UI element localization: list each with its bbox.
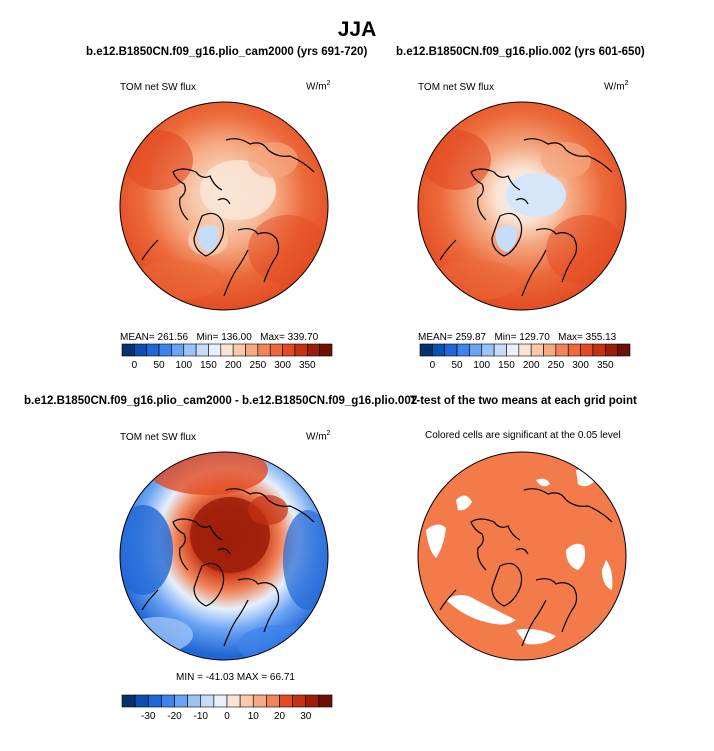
colorbar-swatch <box>444 343 458 357</box>
colorbar-tick-label: 250 <box>548 360 565 371</box>
stats-top-right: MEAN= 259.87 Min= 129.70 Max= 355.13 <box>418 332 617 343</box>
colorbar-tick-label: 50 <box>451 360 463 371</box>
colorbar-swatch <box>171 343 185 357</box>
colorbar-tick-label: 100 <box>473 360 490 371</box>
colorbar-tick-label: 0 <box>224 711 230 722</box>
colorbar-swatch <box>469 343 483 357</box>
variable-label-top-left: TOM net SW flux <box>120 82 196 93</box>
colorbar-swatch <box>319 343 333 357</box>
colorbar-swatch <box>592 343 606 357</box>
stats-bottom-left: MIN = -41.03 MAX = 66.71 <box>176 672 295 683</box>
colorbar-swatch <box>432 343 446 357</box>
colorbar-swatch <box>506 343 520 357</box>
colorbar-swatch <box>121 343 135 357</box>
units-label-top-right: W/m2 <box>604 80 629 93</box>
colorbar-swatch <box>530 343 544 357</box>
colorbar-swatch <box>245 343 259 357</box>
colorbar-swatch <box>239 694 254 708</box>
colorbar-swatch <box>187 694 202 708</box>
units-label-bottom-left: W/m2 <box>306 430 331 443</box>
colorbar-tick-label: 200 <box>225 360 242 371</box>
colorbar-swatch <box>306 343 320 357</box>
page-title: JJA <box>337 18 377 41</box>
variable-label-top-right: TOM net SW flux <box>418 82 494 93</box>
colorbar-swatch <box>161 694 175 708</box>
colorbar-swatch <box>604 343 618 357</box>
polar-map-top-right <box>417 101 627 311</box>
colorbar-swatch <box>200 694 215 708</box>
colorbar-tick-label: 250 <box>250 360 267 371</box>
units-label-top-left: W/m2 <box>306 80 331 93</box>
panel-title-top-left: b.e12.B1850CN.f09_g16.plio_cam2000 (yrs … <box>86 46 368 58</box>
colorbar-swatch <box>266 694 280 708</box>
colorbar-tick-label: 10 <box>248 711 260 722</box>
colorbar-swatch <box>226 694 241 708</box>
colorbar-swatch <box>257 343 271 357</box>
colorbar-tick-label: -20 <box>167 711 182 722</box>
colorbar-tick-label: 200 <box>523 360 540 371</box>
colorbar-swatch <box>121 694 136 708</box>
colorbar-swatch <box>456 343 470 357</box>
colorbar-swatch <box>146 343 160 357</box>
colorbar-swatch <box>419 343 433 357</box>
colorbar-swatch <box>617 343 631 357</box>
colorbar-swatch <box>232 343 246 357</box>
subtitle-bottom-right: Colored cells are significant at the 0.0… <box>425 430 621 441</box>
colorbar-top-left: 0 50 100 150 200 250 300 350 <box>121 343 333 371</box>
colorbar-tick-label: 100 <box>175 360 192 371</box>
colorbar-swatch <box>269 343 283 357</box>
panel-title-top-right: b.e12.B1850CN.f09_g16.plio.002 (yrs 601-… <box>396 46 645 58</box>
panel-title-bottom-left: b.e12.B1850CN.f09_g16.plio_cam2000 - b.e… <box>24 395 418 407</box>
colorbar-swatch <box>134 694 149 708</box>
colorbar-swatch <box>305 694 320 708</box>
colorbar-swatch <box>183 343 197 357</box>
colorbar-swatch <box>493 343 507 357</box>
colorbar-swatch <box>220 343 234 357</box>
stats-top-left: MEAN= 261.56 Min= 136.00 Max= 339.70 <box>120 332 319 343</box>
colorbar-swatch <box>279 694 293 708</box>
colorbar-swatch <box>292 694 307 708</box>
variable-label-bottom-left: TOM net SW flux <box>120 432 196 443</box>
colorbar-swatch <box>158 343 172 357</box>
colorbar-swatch <box>174 694 188 708</box>
colorbar-swatch <box>481 343 495 357</box>
colorbar-tick-label: 150 <box>200 360 217 371</box>
colorbar-swatch <box>213 694 228 708</box>
polar-map-bottom-left <box>119 451 329 661</box>
colorbar-swatch <box>147 694 162 708</box>
colorbar-swatch <box>294 343 308 357</box>
colorbar-swatch <box>252 694 267 708</box>
colorbar-swatch <box>543 343 557 357</box>
colorbar-tick-label: 20 <box>274 711 286 722</box>
colorbar-tick-label: 350 <box>299 360 316 371</box>
colorbar-tick-label: 150 <box>498 360 515 371</box>
colorbar-tick-label: 0 <box>132 360 138 371</box>
colorbar-swatch <box>208 343 222 357</box>
colorbar-swatch <box>318 694 333 708</box>
colorbar-bottom-left: -30 -20 -10 0 10 20 30 <box>121 694 333 722</box>
colorbar-swatch <box>195 343 209 357</box>
colorbar-top-right: 0 50 100 150 200 250 300 350 <box>419 343 631 371</box>
colorbar-tick-label: -30 <box>141 711 156 722</box>
colorbar-tick-label: 50 <box>153 360 165 371</box>
colorbar-swatch <box>580 343 594 357</box>
colorbar-swatch <box>134 343 148 357</box>
colorbar-swatch <box>567 343 581 357</box>
polar-map-top-left <box>119 101 329 311</box>
colorbar-swatch <box>282 343 296 357</box>
colorbar-tick-label: 0 <box>430 360 436 371</box>
colorbar-tick-label: 300 <box>274 360 291 371</box>
colorbar-tick-label: 30 <box>300 711 312 722</box>
panel-title-bottom-right: T-test of the two means at each grid poi… <box>410 395 637 407</box>
colorbar-swatch <box>555 343 569 357</box>
colorbar-tick-label: 350 <box>597 360 614 371</box>
polar-map-bottom-right <box>417 451 627 661</box>
colorbar-tick-label: -10 <box>194 711 209 722</box>
colorbar-swatch <box>518 343 532 357</box>
colorbar-tick-label: 300 <box>572 360 589 371</box>
